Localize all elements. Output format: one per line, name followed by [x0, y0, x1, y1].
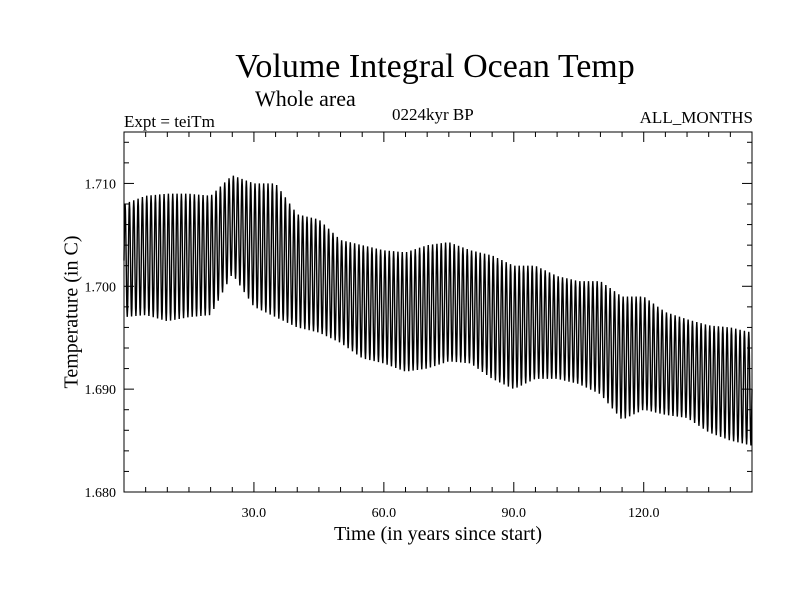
plot-frame: [123, 131, 753, 493]
period-label: 0224kyr BP: [392, 105, 474, 124]
y-tick-label: 1.700: [85, 280, 117, 295]
axis-ticks: 30.0 60.0 90.0 120.0 1.680 1.690 1.700 1.710: [85, 132, 752, 521]
y-tick-label: 1.690: [85, 383, 117, 398]
chart-subtitle: Whole area: [255, 86, 356, 111]
y-tick-label: 1.710: [85, 177, 117, 192]
x-tick-label: 120.0: [628, 506, 660, 521]
x-tick-label: 60.0: [372, 506, 397, 521]
x-axis-label: Time (in years since start): [333, 523, 543, 545]
experiment-label: Expt = teiTm: [124, 112, 215, 131]
x-tick-label: 90.0: [502, 506, 527, 521]
x-tick-label: 30.0: [242, 506, 267, 521]
chart-title: Volume Integral Ocean Temp: [235, 48, 635, 85]
temperature-series-line: [123, 175, 753, 446]
y-tick-label: 1.680: [85, 486, 117, 501]
months-label: ALL_MONTHS: [639, 108, 753, 127]
